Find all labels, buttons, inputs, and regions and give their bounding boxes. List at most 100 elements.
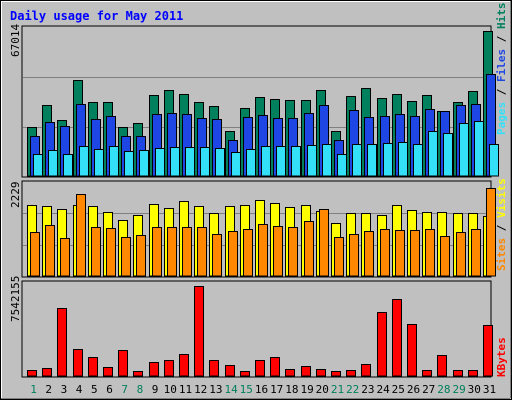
hits-bar-pages-day-24: [383, 143, 393, 177]
kbytes-bar-kbytes-day-undefined: [164, 360, 174, 377]
hits-bar-pages-day-3: [63, 154, 73, 177]
kbytes-bar-kbytes-day-undefined: [209, 360, 219, 377]
kbytes-max-label: 7542155: [9, 276, 22, 322]
visits-bar-sites-day-undefined: [228, 231, 238, 277]
day-label-22: 22: [346, 383, 359, 396]
visits-bar-sites-day-undefined: [121, 237, 131, 277]
day-label-16: 16: [255, 383, 268, 396]
visits-bar-sites-day-undefined: [410, 230, 420, 277]
hits-bar-pages-day-27: [428, 131, 438, 177]
day-label-11: 11: [179, 383, 192, 396]
visits-legend: Sites / Visits: [495, 178, 508, 271]
visits-bar-sites-day-undefined: [334, 237, 344, 277]
legend-pages: Pages: [495, 102, 508, 135]
kbytes-bar-kbytes-day-undefined: [468, 370, 478, 377]
visits-bar-sites-day-undefined: [380, 229, 390, 277]
hits-bar-pages-day-29: [459, 123, 469, 177]
day-label-30: 30: [468, 383, 481, 396]
kbytes-bar-kbytes-day-undefined: [437, 355, 447, 377]
visits-bar-sites-day-undefined: [106, 228, 116, 277]
day-label-14: 14: [224, 383, 238, 396]
visits-bar-sites-day-undefined: [167, 227, 177, 277]
visits-bar-sites-day-undefined: [288, 227, 298, 277]
kbytes-bar-kbytes-day-undefined: [285, 369, 295, 377]
day-label-18: 18: [285, 383, 298, 396]
kbytes-bar-kbytes-day-undefined: [316, 369, 326, 377]
day-label-27: 27: [422, 383, 435, 396]
day-label-3: 3: [61, 383, 68, 396]
kbytes-bar-kbytes-day-undefined: [483, 325, 493, 377]
hits-bar-pages-day-15: [246, 149, 256, 177]
hits-max-label: 67014: [9, 24, 22, 57]
day-label-19: 19: [300, 383, 313, 396]
day-label-1: 1: [30, 383, 37, 396]
hits-bar-pages-day-1: [33, 154, 43, 177]
kbytes-bar-kbytes-day-undefined: [301, 366, 311, 377]
visits-bar-sites-day-undefined: [91, 227, 101, 277]
hits-bar-pages-day-19: [307, 145, 317, 177]
kbytes-bar-kbytes-day-undefined: [331, 371, 341, 377]
hits-bar-pages-day-16: [261, 146, 271, 177]
hits-bar-pages-day-11: [185, 147, 195, 177]
visits-bar-sites-day-undefined: [486, 188, 496, 277]
visits-bar-sites-day-undefined: [212, 234, 222, 277]
hits-bar-pages-day-20: [322, 144, 332, 177]
visits-bar-sites-day-undefined: [304, 221, 314, 277]
visits-bar-sites-day-undefined: [425, 229, 435, 277]
legend-sites: Sites: [495, 238, 508, 271]
hits-legend: Pages / Files / Hits: [495, 3, 508, 136]
kbytes-bar-kbytes-day-undefined: [57, 308, 67, 377]
day-label-20: 20: [316, 383, 329, 396]
kbytes-bar-kbytes-day-undefined: [133, 371, 143, 377]
day-label-25: 25: [392, 383, 405, 396]
visits-bar-sites-day-undefined: [197, 227, 207, 277]
kbytes-bar-kbytes-day-undefined: [240, 371, 250, 377]
hits-bar-pages-day-28: [443, 133, 453, 177]
kbytes-bar-kbytes-day-undefined: [73, 349, 83, 377]
day-label-12: 12: [194, 383, 207, 396]
kbytes-bar-kbytes-day-undefined: [88, 357, 98, 377]
kbytes-bar-kbytes-day-undefined: [149, 362, 159, 377]
visits-bar-sites-day-undefined: [395, 230, 405, 277]
hits-bar-pages-day-30: [474, 121, 484, 177]
hits-bar-pages-day-14: [231, 152, 241, 177]
hits-bar-pages-day-13: [215, 148, 225, 177]
hits-bar-pages-day-22: [352, 144, 362, 177]
hits-bar-pages-day-7: [124, 151, 134, 177]
day-label-15: 15: [240, 383, 253, 396]
kbytes-bar-kbytes-day-undefined: [422, 370, 432, 377]
visits-bar-sites-day-undefined: [456, 232, 466, 277]
hits-bar-pages-day-6: [109, 146, 119, 177]
hits-bar-pages-day-9: [155, 148, 165, 177]
visits-bar-sites-day-undefined: [319, 209, 329, 277]
kbytes-bar-kbytes-day-undefined: [179, 354, 189, 377]
hits-bar-pages-day-12: [200, 147, 210, 177]
hits-bar-pages-day-4: [79, 146, 89, 177]
day-label-8: 8: [137, 383, 144, 396]
visits-bar-sites-day-undefined: [440, 236, 450, 277]
kbytes-bar-kbytes-day-undefined: [42, 368, 52, 377]
day-label-5: 5: [91, 383, 98, 396]
legend-sep-3: /: [495, 218, 508, 238]
hits-bar-pages-day-25: [398, 142, 408, 177]
kbytes-bar-kbytes-day-undefined: [361, 364, 371, 377]
kbytes-bar-kbytes-day-undefined: [27, 370, 37, 377]
day-label-2: 2: [45, 383, 52, 396]
visits-bar-sites-day-undefined: [243, 229, 253, 277]
day-label-23: 23: [361, 383, 374, 396]
hits-bar-pages-day-26: [413, 144, 423, 177]
hits-bar-pages-day-10: [170, 147, 180, 177]
day-label-28: 28: [437, 383, 450, 396]
kbytes-bar-kbytes-day-undefined: [346, 370, 356, 377]
kbytes-bar-kbytes-day-undefined: [194, 286, 204, 377]
legend-visits: Visits: [495, 178, 508, 218]
day-label-29: 29: [452, 383, 465, 396]
kbytes-bar-kbytes-day-undefined: [103, 367, 113, 377]
day-label-13: 13: [209, 383, 222, 396]
visits-bar-sites-day-undefined: [273, 226, 283, 277]
kbytes-bar-kbytes-day-undefined: [453, 370, 463, 377]
legend-kbytes: KBytes: [495, 337, 508, 377]
day-label-26: 26: [407, 383, 420, 396]
visits-max-label: 2229: [9, 182, 22, 209]
